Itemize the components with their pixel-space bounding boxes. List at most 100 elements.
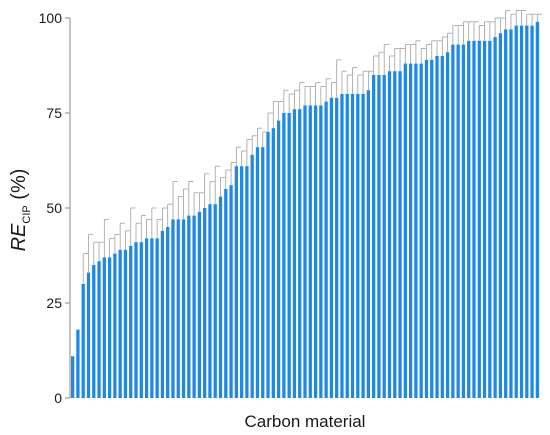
bar-14 <box>139 242 143 398</box>
bar-44 <box>298 109 302 398</box>
bar-6 <box>97 261 101 398</box>
bar-9 <box>113 253 117 398</box>
bar-29 <box>218 196 223 398</box>
y-tick-label-75: 75 <box>46 105 62 121</box>
bar-84 <box>509 29 513 399</box>
bar-35 <box>250 154 254 398</box>
bar-40 <box>276 120 281 398</box>
bar-4 <box>86 272 91 398</box>
y-tick-label-100: 100 <box>39 10 63 26</box>
bar-64 <box>403 63 407 398</box>
bar-54 <box>350 94 355 398</box>
bar-62 <box>393 71 397 398</box>
bar-70 <box>435 56 439 398</box>
bar-20 <box>171 219 175 398</box>
bar-49 <box>324 101 328 398</box>
bar-71 <box>440 56 444 398</box>
bar-15 <box>144 238 149 398</box>
bar-24 <box>192 215 196 398</box>
bar-39 <box>271 128 275 398</box>
bar-25 <box>197 211 202 398</box>
bar-57 <box>366 90 370 398</box>
x-axis-title: Carbon material <box>245 412 366 431</box>
bar-28 <box>213 204 217 398</box>
bar-80 <box>488 40 492 399</box>
bar-52 <box>340 94 344 398</box>
bar-23 <box>187 215 191 398</box>
bar-41 <box>282 113 286 398</box>
bar-68 <box>424 59 429 399</box>
bar-10 <box>118 249 122 398</box>
bar-50 <box>329 97 334 399</box>
bar-18 <box>160 230 165 398</box>
bar-31 <box>229 185 233 398</box>
bar-75 <box>461 44 466 398</box>
bar-34 <box>245 166 249 398</box>
bar-89 <box>535 21 539 399</box>
bar-86 <box>519 25 524 398</box>
bar-13 <box>134 242 138 398</box>
bar-76 <box>467 40 471 399</box>
bar-26 <box>203 208 207 398</box>
bar-77 <box>472 40 476 399</box>
bar-21 <box>176 219 180 398</box>
y-axis-title-suffix: (%) <box>8 169 30 206</box>
bar-66 <box>414 63 418 398</box>
bar-65 <box>408 63 413 398</box>
bar-67 <box>419 63 423 398</box>
bar-87 <box>525 25 529 398</box>
bar-45 <box>303 105 307 399</box>
bar-55 <box>356 94 360 398</box>
bar-88 <box>530 25 534 398</box>
bar-47 <box>313 105 318 399</box>
bar-51 <box>335 97 339 399</box>
bar-11 <box>123 249 128 398</box>
bar-2 <box>76 329 80 398</box>
bar-78 <box>477 40 481 399</box>
bars-group <box>71 21 539 399</box>
bar-58 <box>372 75 376 398</box>
bar-72 <box>445 52 450 398</box>
bar-38 <box>266 132 270 398</box>
bar-17 <box>155 238 159 398</box>
bar-56 <box>361 94 365 398</box>
bar-1 <box>71 356 75 398</box>
bar-61 <box>387 71 392 398</box>
bar-59 <box>377 75 381 398</box>
bar-3 <box>81 284 85 398</box>
bar-7 <box>102 257 106 398</box>
bar-81 <box>493 37 497 398</box>
bar-5 <box>92 265 96 398</box>
bar-79 <box>482 40 487 399</box>
bar-63 <box>398 71 402 398</box>
bar-46 <box>308 105 312 399</box>
bar-69 <box>430 59 434 399</box>
y-tick-label-50: 50 <box>46 200 62 216</box>
bar-16 <box>150 238 154 398</box>
bar-48 <box>319 105 323 399</box>
bar-74 <box>456 44 460 398</box>
y-ticks-group: 0 25 50 75 100 <box>39 10 70 406</box>
bar-73 <box>451 44 455 398</box>
bar-37 <box>261 147 265 398</box>
bar-33 <box>239 166 244 398</box>
bar-27 <box>208 204 212 398</box>
y-axis-title-subscript: CIP <box>21 205 33 223</box>
bar-85 <box>514 25 518 398</box>
error-bars-group <box>82 9 543 284</box>
bar-30 <box>224 189 228 398</box>
bar-83 <box>504 29 508 399</box>
bar-12 <box>129 246 133 398</box>
bar-43 <box>292 109 297 398</box>
bar-32 <box>234 166 238 398</box>
y-axis-title: RECIP (%) <box>8 169 33 252</box>
bar-8 <box>107 257 112 398</box>
y-tick-label-25: 25 <box>46 295 62 311</box>
bar-60 <box>382 75 386 398</box>
bar-42 <box>287 113 291 398</box>
bar-19 <box>166 227 170 398</box>
bar-36 <box>255 147 260 398</box>
bar-53 <box>345 94 349 398</box>
bar-82 <box>498 33 503 398</box>
